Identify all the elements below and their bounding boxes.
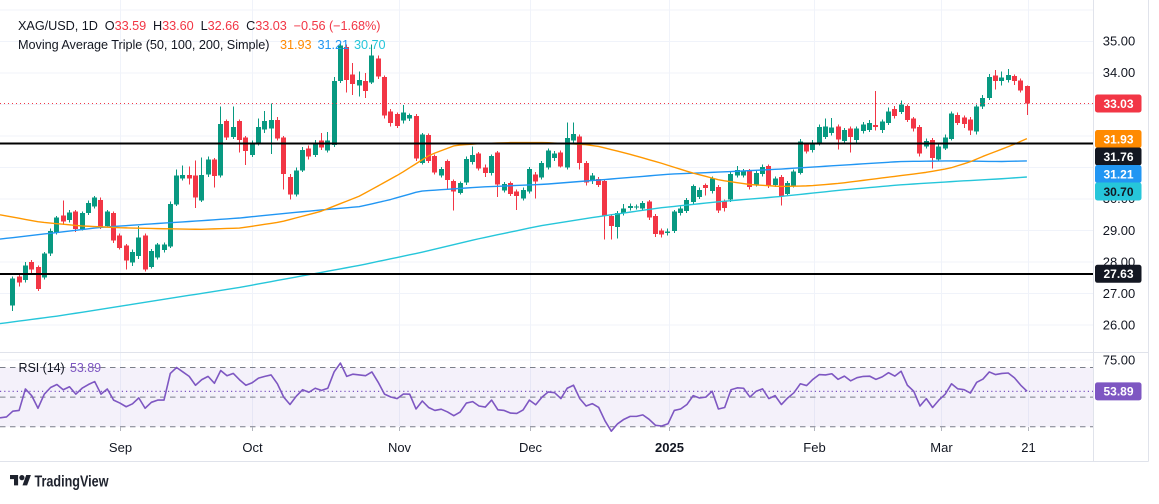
svg-text:31.76: 31.76 [1103, 150, 1133, 164]
svg-text:Mar: Mar [930, 440, 953, 455]
svg-text:Sep: Sep [109, 440, 132, 455]
svg-text:26.00: 26.00 [1103, 317, 1136, 332]
svg-text:Nov: Nov [388, 440, 412, 455]
svg-text:27.00: 27.00 [1103, 286, 1136, 301]
svg-text:Oct: Oct [242, 440, 263, 455]
svg-text:RSI (14) 53.89: RSI (14) 53.89 [19, 361, 102, 375]
svg-text:31.93: 31.93 [1103, 132, 1133, 146]
svg-text:31.21: 31.21 [1103, 167, 1133, 181]
svg-text:35.00: 35.00 [1103, 34, 1136, 49]
svg-text:Moving Average Triple (50, 100: Moving Average Triple (50, 100, 200, Sim… [18, 38, 386, 52]
svg-text:TradingView: TradingView [35, 473, 110, 490]
svg-text:29.00: 29.00 [1103, 223, 1136, 238]
svg-text:Feb: Feb [803, 440, 825, 455]
svg-text:34.00: 34.00 [1103, 65, 1136, 80]
svg-text:75.00: 75.00 [1103, 352, 1136, 367]
svg-text:Dec: Dec [519, 440, 543, 455]
svg-text:53.89: 53.89 [1103, 385, 1133, 399]
svg-text:33.03: 33.03 [1103, 97, 1133, 111]
svg-text:30.70: 30.70 [1103, 185, 1133, 199]
svg-text:2025: 2025 [655, 440, 684, 455]
svg-text:27.63: 27.63 [1103, 267, 1133, 281]
svg-text:21: 21 [1021, 440, 1035, 455]
svg-text:XAG/USD, 1D O33.59 H33.60 L: XAG/USD, 1D O33.59 H33.60 L32.66 C33.03 … [18, 19, 380, 33]
